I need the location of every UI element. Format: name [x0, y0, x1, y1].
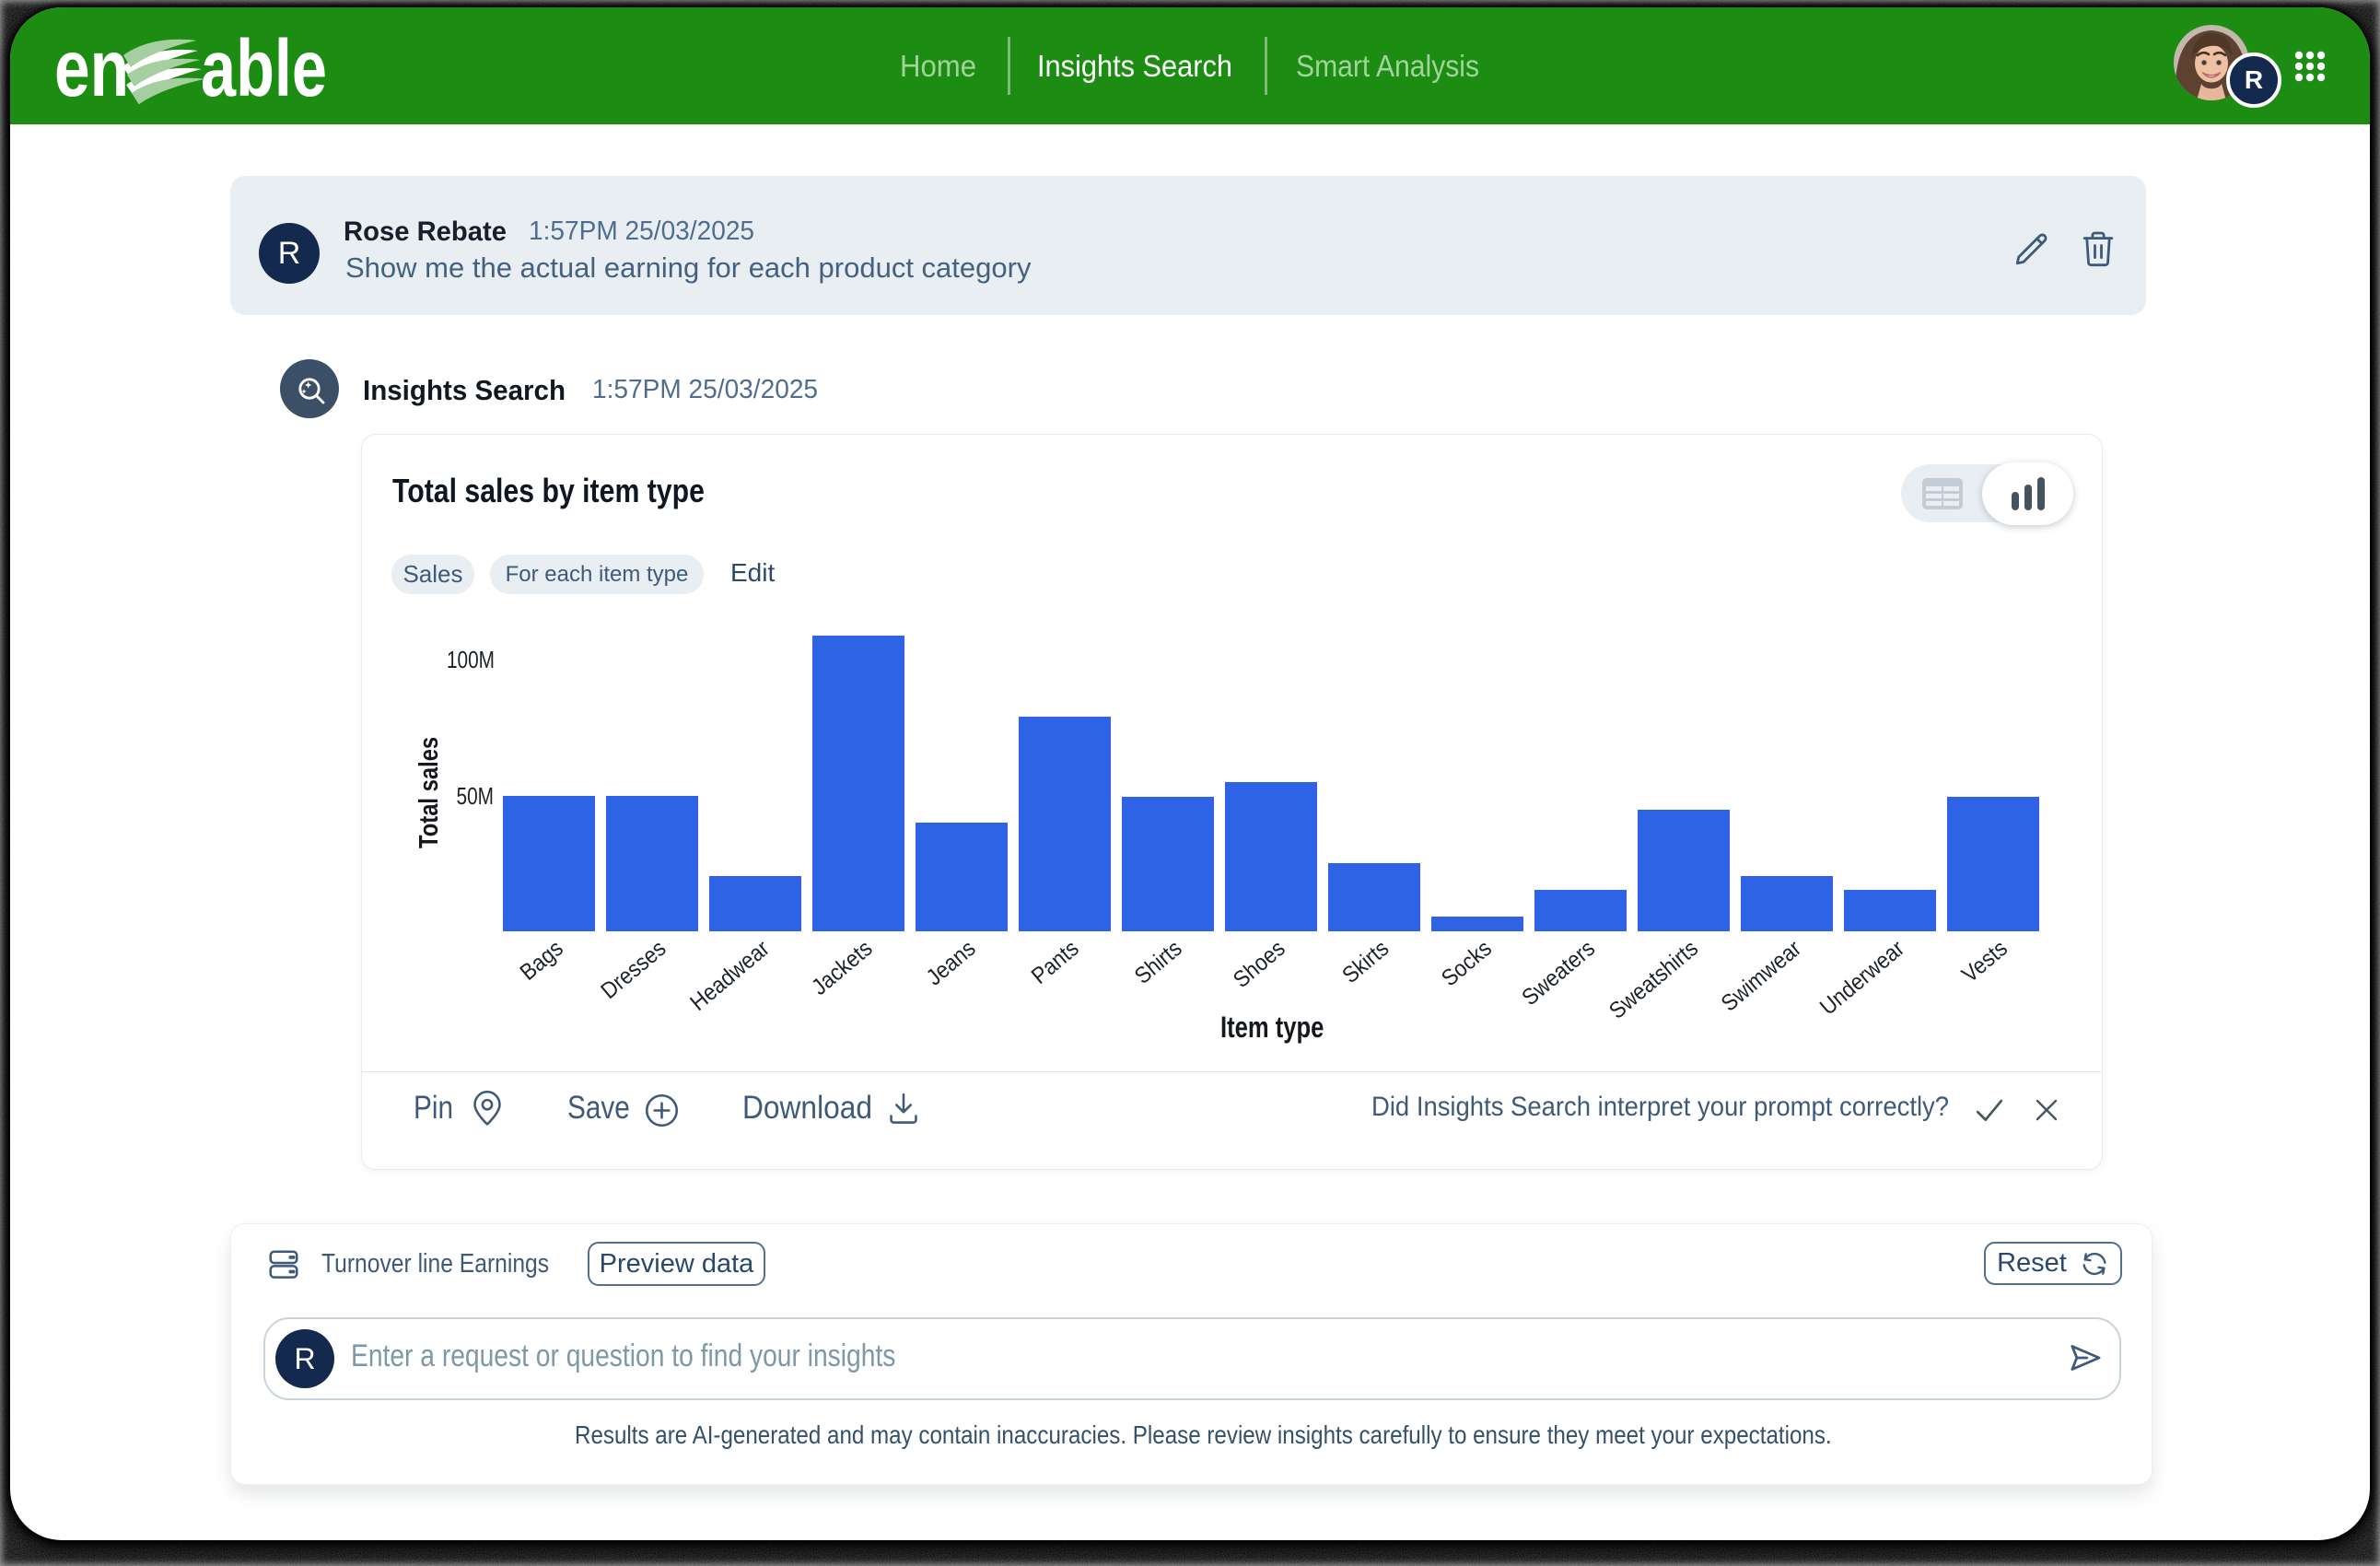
svg-text:able: able	[201, 35, 327, 113]
svg-text:en: en	[54, 35, 129, 113]
